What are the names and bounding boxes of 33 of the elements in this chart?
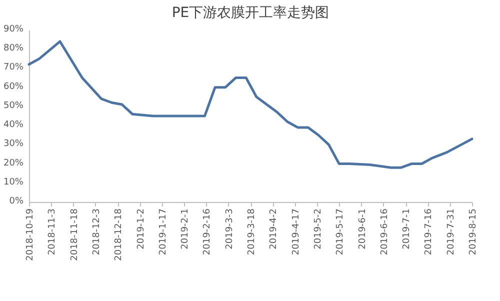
y-tick-label: 90% [3, 24, 24, 34]
y-tick-label: 80% [3, 44, 24, 54]
x-tick-label: 2019-6-1 [358, 208, 368, 250]
x-tick-label: 2019-7-31 [446, 208, 456, 256]
y-tick-label: 50% [3, 100, 24, 111]
x-tick-label: 2019-2-1 [180, 208, 191, 250]
x-tick-label: 2019-7-1 [402, 208, 412, 250]
x-tick-label: 2019-3-18 [247, 208, 257, 256]
x-tick-label: 2019-5-17 [336, 208, 346, 256]
y-tick-label: 70% [3, 62, 24, 73]
x-tick-label: 2019-1-2 [136, 208, 146, 250]
x-tick-label: 2019-5-2 [313, 208, 324, 250]
x-tick-label: 2018-12-18 [114, 208, 124, 261]
y-tick-label: 30% [3, 139, 24, 150]
x-tick-label: 2019-7-16 [424, 208, 434, 256]
x-tick-label: 2019-1-17 [158, 208, 168, 256]
x-tick-label: 2018-10-19 [26, 208, 36, 261]
chart-title: PE下游农膜开工率走势图 [172, 5, 330, 21]
x-tick-label: 2019-4-2 [269, 208, 280, 250]
y-tick-label: 10% [3, 177, 24, 188]
x-tick-label: 2019-3-3 [224, 208, 235, 250]
x-tick-label: 2018-11-18 [70, 208, 80, 261]
y-tick-label: 60% [3, 82, 24, 92]
y-tick-label: 40% [3, 120, 24, 130]
x-tick-label: 2018-11-3 [48, 208, 58, 256]
x-tick-label: 2019-4-17 [291, 208, 302, 256]
y-tick-label: 20% [3, 158, 24, 168]
line-series [28, 40, 474, 169]
x-tick-label: 2019-2-16 [202, 208, 213, 256]
x-tick-label: 2019-6-16 [380, 208, 390, 256]
y-tick-label: 0% [9, 196, 24, 206]
x-tick-label: 2019-8-15 [468, 208, 478, 256]
x-tick-label: 2018-12-3 [92, 208, 102, 256]
